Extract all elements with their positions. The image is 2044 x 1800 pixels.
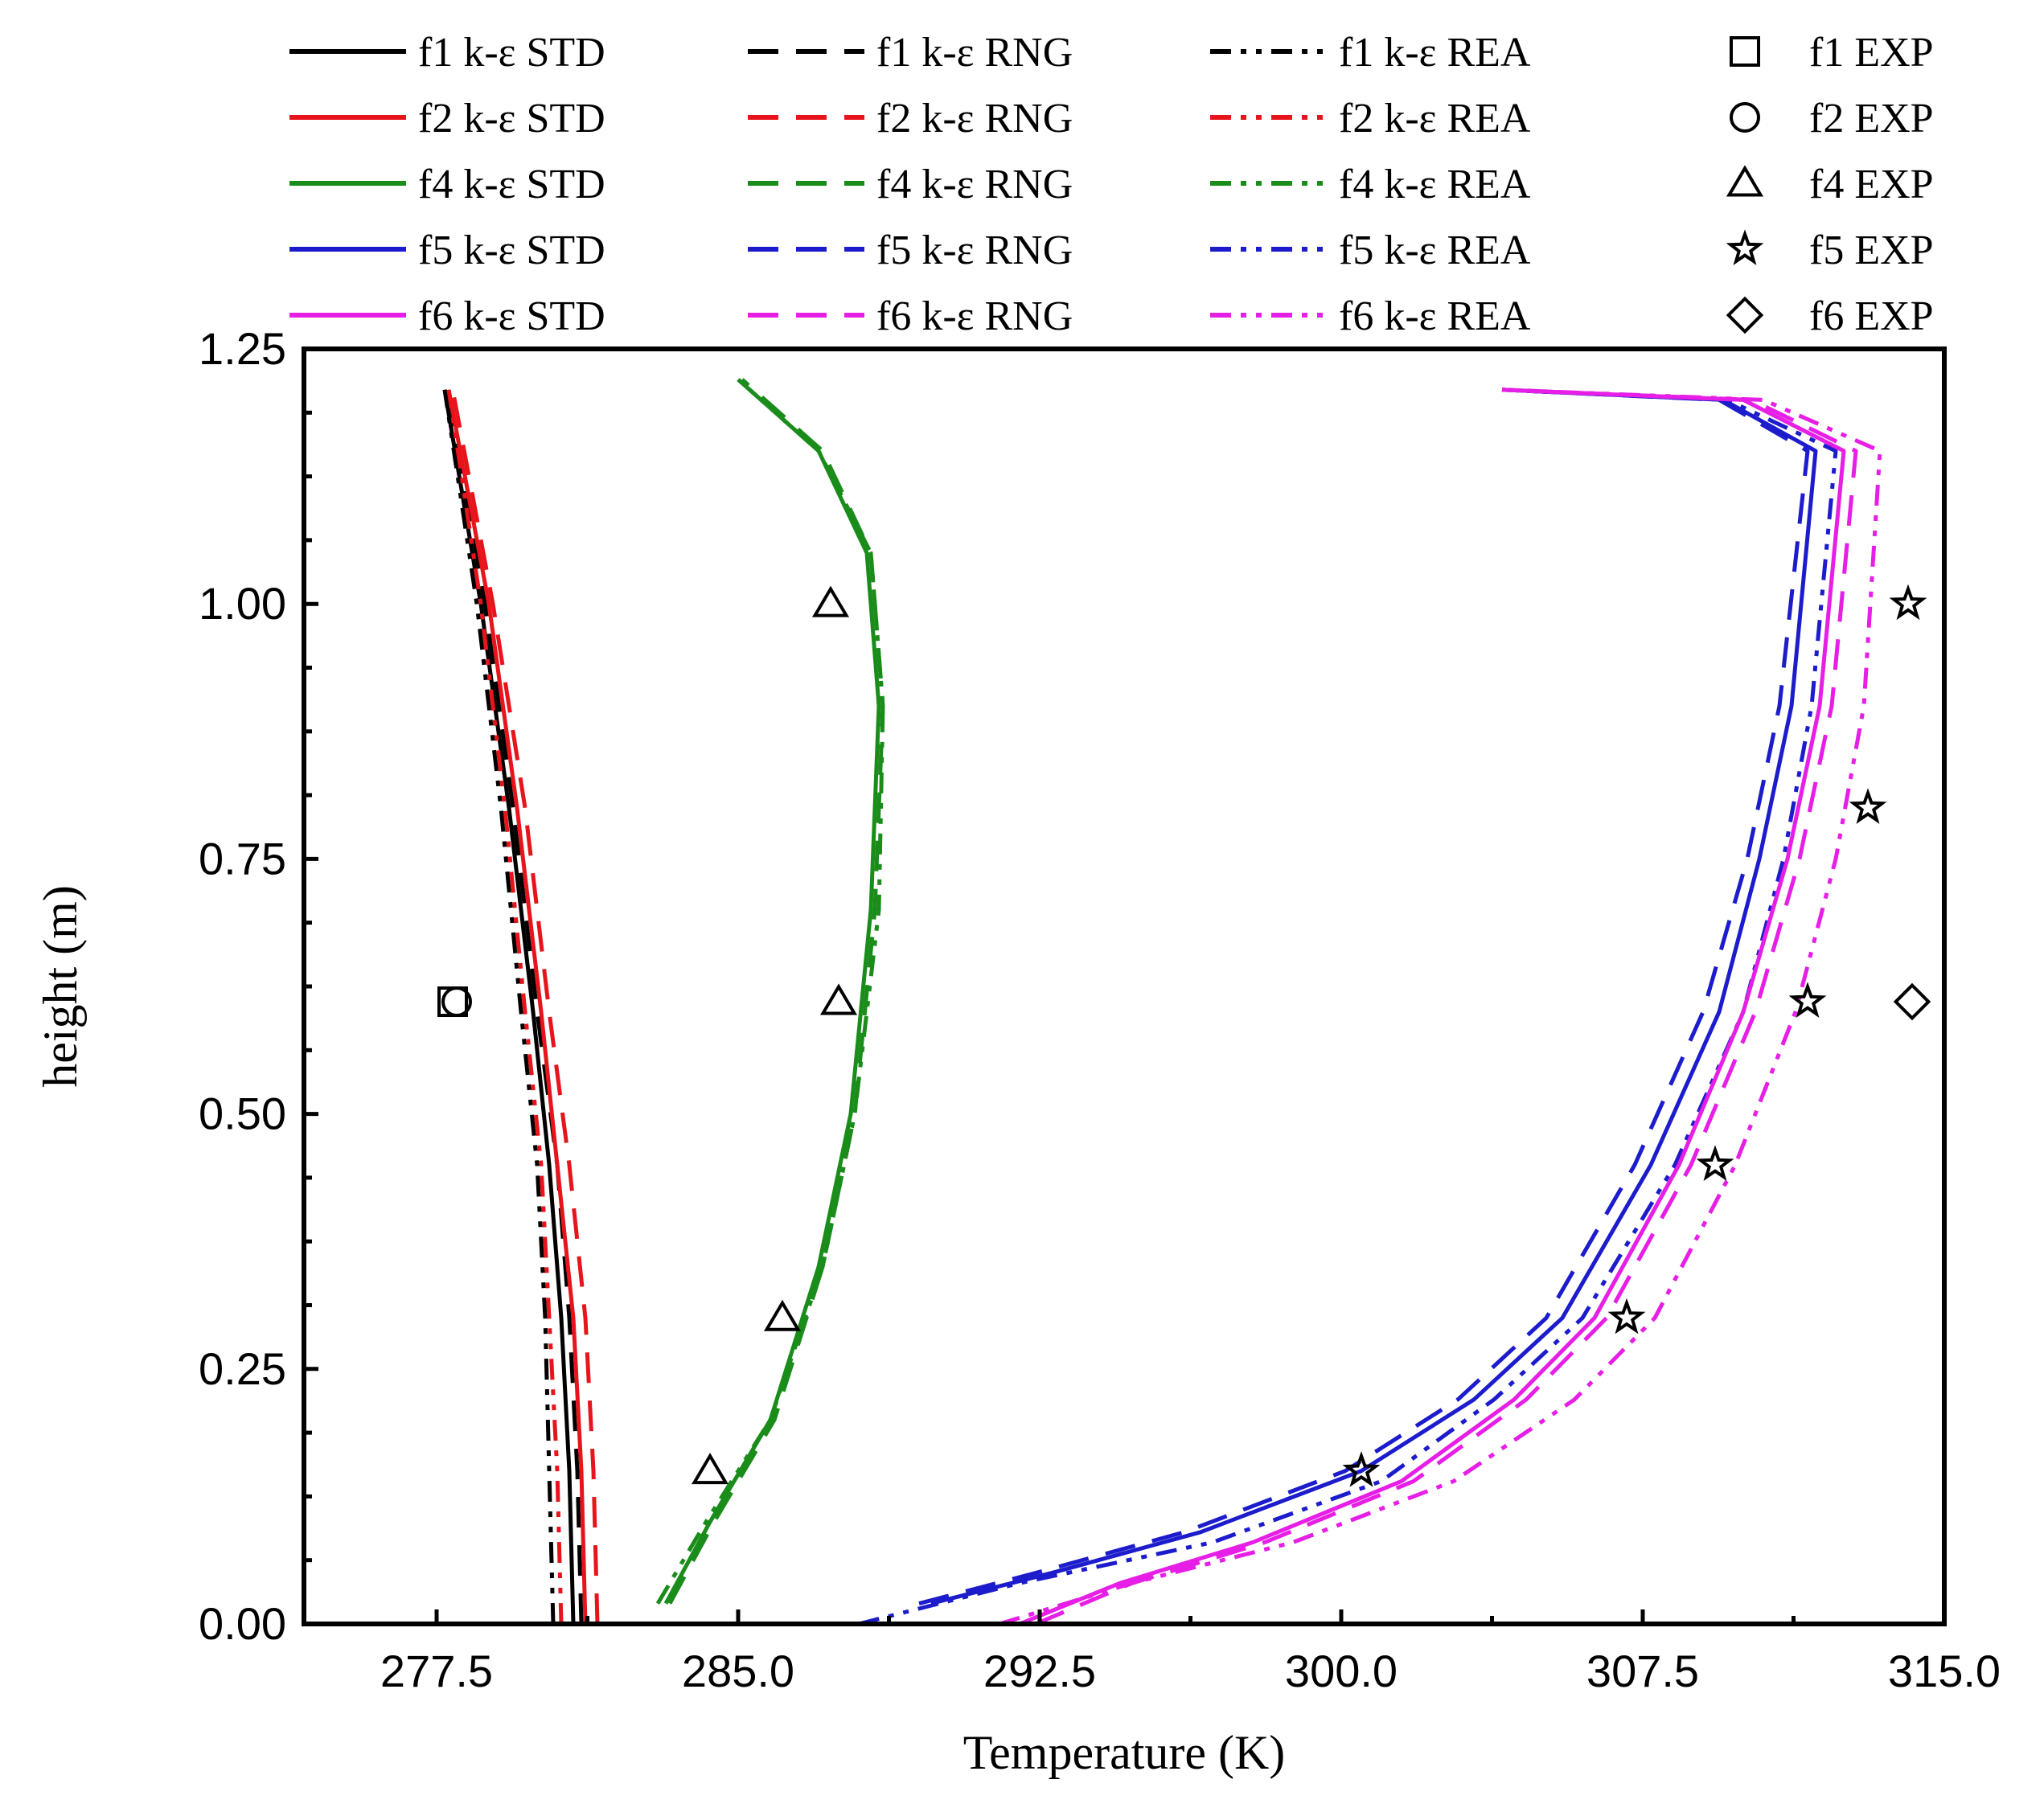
exp-marker-f4-exp-0: [811, 585, 850, 617]
legend-label-f5-k-eps-rng: f5 k-ε RNG: [876, 228, 1073, 273]
legend-label-f1-k-eps-rng: f1 k-ε RNG: [876, 30, 1073, 76]
series-line-f5-k-eps-rng: [918, 387, 1810, 1606]
y-tick-label: 0.75: [199, 833, 286, 884]
series-line-f2-k-eps-rea: [446, 389, 564, 1625]
legend-label-f4-k-eps-std: f4 k-ε STD: [418, 162, 605, 207]
x-axis-title: Temperature (K): [963, 1726, 1286, 1779]
series-line-f1-k-eps-rea: [442, 389, 556, 1625]
legend-label-f6-exp: f6 EXP: [1809, 293, 1934, 339]
x-axis: 277.5 285.0 292.5 300.0 307.5 315.0: [380, 1609, 2001, 1696]
legend-marker-f2-exp: [1730, 102, 1760, 133]
y-axis: 0.00 0.25 0.50 0.75 1.00 1.25: [199, 323, 318, 1649]
y-tick-label: 1.25: [199, 323, 286, 374]
legend-label-f5-k-eps-rea: f5 k-ε REA: [1339, 228, 1531, 273]
legend-label-f1-exp: f1 EXP: [1809, 30, 1934, 76]
exp-marker-f5-exp-1: [1849, 788, 1887, 824]
exp-marker-f5-exp-3: [1696, 1145, 1734, 1181]
legend-label-f2-k-eps-rea: f2 k-ε REA: [1339, 96, 1531, 141]
legend-label-f5-k-eps-std: f5 k-ε STD: [418, 228, 605, 273]
x-tick-label: 315.0: [1888, 1646, 2001, 1696]
legend-label-f4-k-eps-rng: f4 k-ε RNG: [876, 162, 1073, 207]
series-line-f6-k-eps-std: [1019, 387, 1846, 1626]
legend-label-f2-k-eps-std: f2 k-ε STD: [418, 96, 605, 141]
x-tick-label: 285.0: [682, 1646, 794, 1696]
series-line-f6-k-eps-rng: [1035, 387, 1858, 1626]
y-tick-label: 0.25: [199, 1343, 286, 1394]
legend-marker-f1-exp: [1730, 36, 1760, 67]
x-tick-label: 307.5: [1586, 1646, 1699, 1696]
legend-label-f1-k-eps-std: f1 k-ε STD: [418, 30, 605, 76]
exp-marker-f4-exp-2: [763, 1299, 802, 1331]
legend-label-f6-k-eps-rea: f6 k-ε REA: [1339, 293, 1531, 339]
series-line-f4-k-eps-rng: [667, 378, 885, 1605]
legend-marker-f6-exp: [1726, 296, 1764, 334]
exp-marker-f4-exp-1: [819, 983, 858, 1015]
legend-label-f6-k-eps-std: f6 k-ε STD: [418, 293, 605, 339]
y-tick-label: 1.00: [199, 578, 286, 629]
legend-label-f5-exp: f5 EXP: [1809, 228, 1934, 273]
x-tick-label: 300.0: [1285, 1646, 1398, 1696]
legend: f1 k-ε STD f1 k-ε RNG f1 k-ε REA f1 EXP f2 k…: [289, 30, 1934, 339]
y-tick-label: 0.50: [199, 1089, 286, 1139]
y-axis-title: height (m): [34, 885, 87, 1088]
legend-label-f4-k-eps-rea: f4 k-ε REA: [1339, 162, 1531, 207]
legend-label-f4-exp: f4 EXP: [1809, 162, 1934, 207]
series-line-f5-k-eps-std: [930, 387, 1818, 1606]
exp-marker-f2-exp-0: [441, 986, 472, 1018]
series-line-f2-k-eps-rng: [450, 389, 600, 1625]
exp-marker-f5-exp-2: [1788, 982, 1827, 1018]
series-line-f5-k-eps-rea: [858, 387, 1838, 1626]
exp-marker-f6-exp-0: [1893, 982, 1931, 1021]
x-tick-label: 292.5: [983, 1646, 1096, 1696]
legend-marker-f4-exp: [1726, 165, 1764, 197]
legend-marker-f5-exp: [1726, 229, 1764, 265]
series-line-f2-k-eps-std: [446, 389, 588, 1625]
legend-label-f6-k-eps-rng: f6 k-ε RNG: [876, 293, 1073, 339]
legend-label-f1-k-eps-rea: f1 k-ε REA: [1339, 30, 1531, 76]
exp-marker-f5-exp-0: [1889, 584, 1927, 621]
exp-marker-f5-exp-5: [1342, 1451, 1381, 1487]
exp-marker-f4-exp-3: [691, 1453, 729, 1485]
marker-layer: [437, 584, 1931, 1487]
exp-marker-f5-exp-4: [1607, 1298, 1646, 1335]
x-tick-label: 277.5: [380, 1646, 493, 1696]
series-line-f4-k-eps-rea: [655, 378, 885, 1605]
y-tick-label: 0.00: [199, 1598, 286, 1649]
series-layer: [442, 378, 1882, 1626]
legend-label-f2-exp: f2 EXP: [1809, 96, 1934, 141]
legend-label-f2-k-eps-rng: f2 k-ε RNG: [876, 96, 1073, 141]
